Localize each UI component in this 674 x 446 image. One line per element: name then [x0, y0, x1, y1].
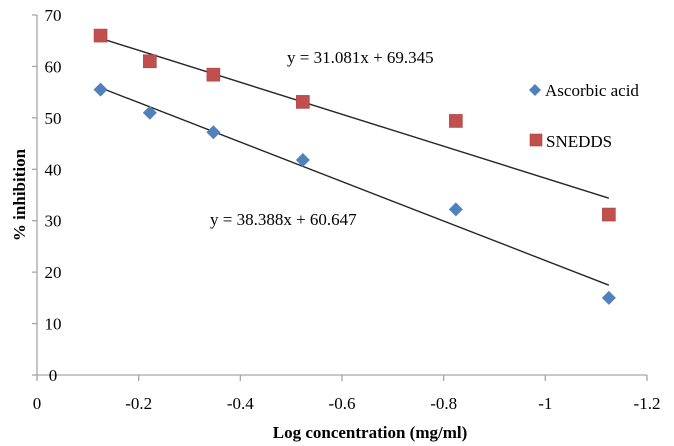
y-tick-label: 10 [45, 315, 62, 334]
legend-marker-ascorbic-acid [529, 84, 541, 96]
y-tick-label: 40 [45, 160, 62, 179]
x-tick-label: -0.6 [329, 394, 356, 413]
trendline-snedds [100, 37, 610, 199]
x-tick-label: 0 [33, 394, 42, 413]
trendlines [100, 37, 610, 286]
y-tick-label: 50 [45, 109, 62, 128]
data-point-snedds [206, 67, 221, 82]
data-point-ascorbic-acid [601, 290, 616, 305]
legend-label-snedds: SNEDDS [546, 132, 612, 151]
data-point-ascorbic-acid [448, 202, 463, 217]
data-point-snedds [449, 114, 463, 128]
data-point-ascorbic-acid [93, 82, 108, 97]
data-point-snedds [143, 54, 157, 69]
legend-marker-snedds [529, 133, 543, 147]
data-point-ascorbic-acid [142, 105, 157, 120]
y-axis-title: % inhibition [10, 148, 29, 241]
axes: 0 10 20 30 40 50 60 70 0 -0.2 -0.4 -0.6 -0.8 -1 -1.2 [32, 6, 660, 413]
data-points [93, 28, 616, 305]
legend-label-ascorbic-acid: Ascorbic acid [545, 81, 639, 100]
y-tick-label: 0 [49, 366, 58, 385]
x-tick-label: -1.2 [634, 394, 661, 413]
x-tick-label: -0.4 [227, 394, 254, 413]
data-point-ascorbic-acid [295, 153, 310, 168]
x-tick-label: -0.2 [125, 394, 152, 413]
trendline-equation-ascorbic-acid: y = 38.388x + 60.647 [210, 210, 357, 229]
trendline-equation-snedds: y = 31.081x + 69.345 [287, 48, 434, 67]
y-tick-label: 70 [45, 6, 62, 25]
legend: Ascorbic acid SNEDDS [529, 81, 639, 151]
x-tick-label: -1 [538, 394, 552, 413]
data-point-snedds [602, 207, 616, 222]
data-point-ascorbic-acid [206, 125, 221, 140]
trendline-ascorbic-acid [100, 87, 610, 286]
y-tick-label: 30 [45, 212, 62, 231]
y-tick-label: 20 [45, 263, 62, 282]
x-axis-title: Log concentration (mg/ml) [273, 423, 468, 442]
data-point-snedds [296, 95, 310, 109]
data-point-snedds [93, 28, 108, 43]
x-tick-label: -0.8 [430, 394, 457, 413]
y-tick-label: 60 [45, 57, 62, 76]
